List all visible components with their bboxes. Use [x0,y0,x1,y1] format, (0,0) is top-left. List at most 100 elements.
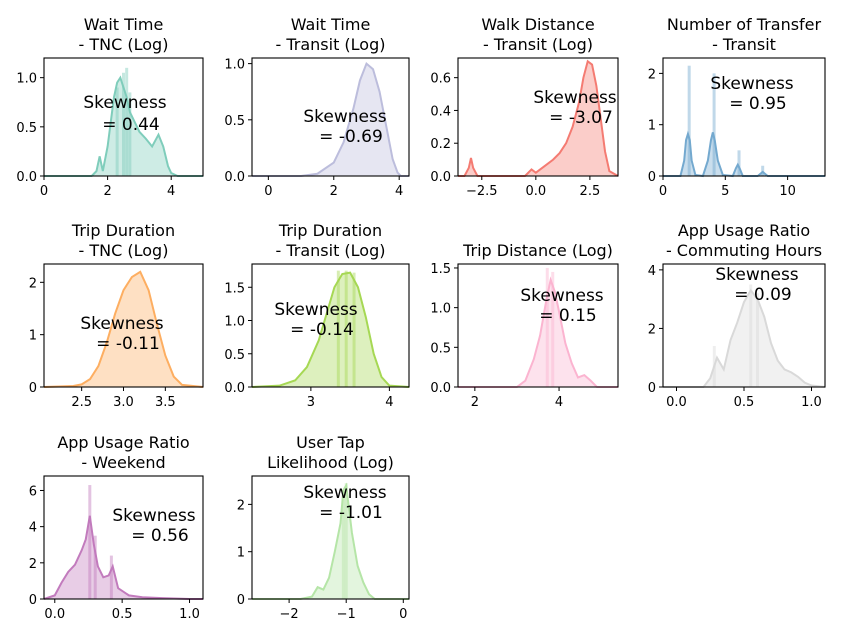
density-area [44,271,203,387]
skewness-value: = 0.44 [102,115,160,135]
y-tick-label: 0 [648,170,656,185]
y-tick-label: 1 [648,119,656,134]
density-line [663,288,826,388]
histogram-bar [761,165,765,176]
histogram-bar [344,483,348,599]
y-tick-label: 1.0 [224,315,245,330]
density-line [44,75,203,177]
histogram-bar [344,270,348,387]
histogram-bar [93,535,97,599]
subplot-8: 0.0 0.5 1.0 0 2 4 App Usage Ratio- Commuting H… [648,221,826,410]
x-tick-label: 0.0 [666,395,687,410]
x-tick-label: 2 [330,184,338,199]
x-tick-label: 3.0 [113,395,134,410]
skewness-value: = 0.09 [734,285,792,305]
subplot-title: Trip Duration [71,221,175,240]
subplot-title: - Weekend [81,453,165,472]
density-area [458,61,618,176]
histogram-bar [712,73,716,176]
subplot-1: 0 2 4 0.0 0.5 1.0 Wait Time- TNC (Log) Skewness… [16,15,204,199]
density-line [252,482,409,600]
subplot-title: App Usage Ratio [57,433,189,452]
density-line [43,515,203,600]
subplot-title: Wait Time [291,15,371,34]
density-area [44,515,203,599]
histogram-bar [749,284,753,387]
skewness-label: Skewness [533,88,616,108]
subplot-title: Wait Time [84,15,164,34]
x-tick-label: 2 [471,395,479,410]
y-tick-label: 0 [29,593,37,608]
y-tick-label: 1 [29,329,37,344]
subplot-title: - Commuting Hours [666,241,822,260]
subplot-4: 0 5 10 0 1 2 Number of Transfer- Transit Skewne… [648,15,826,199]
axes-frame [43,57,204,177]
density-area [458,279,618,387]
axes-frame [251,475,410,600]
x-tick-label: 0 [399,607,407,622]
histogram-bar [712,346,716,387]
axes-frame [251,263,410,388]
subplot-title: - TNC (Log) [79,35,169,54]
x-tick-label: 0.5 [112,607,133,622]
skewness-value: = -1.01 [319,503,383,523]
y-tick-label: 1 [237,546,245,561]
histogram-bar [352,272,356,387]
skewness-label: Skewness [303,483,386,503]
y-tick-label: 2 [237,498,245,513]
subplot-title: Walk Distance [481,15,594,34]
y-tick-label: 1.5 [224,281,245,296]
histogram-bar [125,67,129,176]
subplot-2: 0 2 4 0.0 0.5 1.0 Wait Time- Transit (Log) Skew… [224,15,410,199]
skewness-label: Skewness [520,286,603,306]
axes-frame [662,57,826,177]
subplot-title: - Transit [712,35,776,54]
subplot-title: Likelihood (Log) [267,453,394,472]
x-tick-label: 0.0 [44,607,65,622]
subplot-title: Trip Duration [278,221,382,240]
skewness-label: Skewness [274,300,357,320]
y-tick-label: 0.5 [224,114,245,129]
density-area [252,272,409,387]
x-tick-label: 1.0 [801,395,822,410]
skewness-label: Skewness [715,265,798,285]
subplot-5: 2.5 3.0 3.5 0 1 2 Trip Duration- TNC (Log) Skew… [29,221,204,410]
axes-frame [457,263,619,388]
subplot-7: 2 4 0.0 0.5 1.0 1.5 Trip Distance (Log) Skewnes… [430,241,619,410]
subplot-3: −2.5 0.0 2.5 0.0 0.2 0.4 0.6 Walk Distance- Tra… [430,15,619,199]
subplot-title: - Transit (Log) [275,35,385,54]
histogram-bar [336,270,340,387]
skewness-value: = -0.11 [96,334,160,354]
subplot-title: - TNC (Log) [79,241,169,260]
subplot-title: App Usage Ratio [678,221,810,240]
x-tick-label: 4 [395,184,403,199]
y-tick-label: 4 [29,521,37,536]
y-tick-label: 1.0 [224,58,245,73]
subplot-title: - Transit (Log) [483,35,593,54]
y-tick-label: 2 [29,557,37,572]
skewness-value: = 0.95 [729,94,787,114]
subplot-6: 3 4 0.0 0.5 1.0 1.5 Trip Duration- Transit (Lo… [224,221,410,410]
y-tick-label: 0 [237,593,245,608]
x-tick-label: 2 [103,184,111,199]
axes-frame [43,475,204,600]
y-tick-label: 0.0 [224,381,245,396]
histogram-bar [545,267,549,387]
x-tick-label: −2 [280,607,299,622]
x-tick-label: 4 [385,395,393,410]
x-tick-label: 3 [307,395,315,410]
density-line [251,271,410,388]
skewness-value: = 0.56 [131,526,189,546]
x-tick-label: 0.5 [734,395,755,410]
x-tick-label: 5 [721,184,729,199]
x-tick-label: 4 [555,395,563,410]
density-area [44,77,203,176]
y-tick-label: 0.5 [224,348,245,363]
y-tick-label: 1.0 [16,72,37,87]
histogram-bar [551,271,555,387]
density-area [252,485,409,599]
y-tick-label: 6 [29,484,37,499]
y-tick-label: 0.6 [430,72,451,87]
